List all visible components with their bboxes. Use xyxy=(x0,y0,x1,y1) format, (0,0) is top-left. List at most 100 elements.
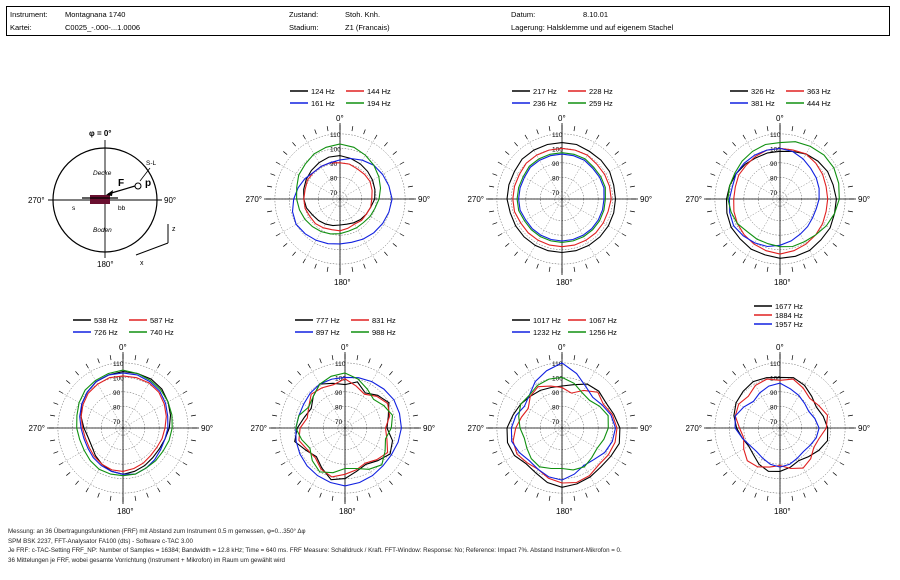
outer-tick xyxy=(626,222,632,225)
outer-tick xyxy=(497,233,503,237)
outer-tick xyxy=(514,371,518,376)
radial-tick-label: 80 xyxy=(770,175,778,182)
legend-label: 144 Hz xyxy=(367,87,391,96)
series-line xyxy=(518,153,605,242)
radial-tick-label: 100 xyxy=(552,375,563,382)
radial-tick-label: 80 xyxy=(113,404,121,411)
series-line xyxy=(506,142,617,254)
grid-spoke xyxy=(64,427,124,463)
outer-tick xyxy=(606,480,610,485)
outer-tick xyxy=(614,472,619,476)
outer-tick xyxy=(803,263,806,269)
outer-tick xyxy=(803,492,806,498)
outer-tick xyxy=(326,126,329,132)
series-line xyxy=(516,152,606,243)
outer-tick xyxy=(307,487,311,493)
series-line xyxy=(512,147,612,248)
outer-tick xyxy=(409,402,415,405)
grid-spoke xyxy=(286,393,346,429)
series-line xyxy=(734,382,820,468)
outer-tick xyxy=(791,355,794,361)
grid-spoke xyxy=(721,393,781,429)
outer-tick xyxy=(351,126,354,132)
outer-tick xyxy=(514,480,518,485)
series-line xyxy=(734,378,829,470)
legend-label: 444 Hz xyxy=(807,99,831,108)
grid-spoke xyxy=(503,198,563,234)
legend-label: 259 Hz xyxy=(589,99,613,108)
outer-tick xyxy=(847,414,853,417)
outer-tick xyxy=(368,492,371,498)
outer-tick xyxy=(134,355,137,361)
grid-spoke xyxy=(561,393,621,429)
outer-tick xyxy=(267,185,273,188)
angle-label: 0° xyxy=(558,114,566,123)
outer-tick xyxy=(182,462,188,466)
outer-tick xyxy=(707,414,713,417)
grid-spoke xyxy=(339,198,399,234)
outer-tick xyxy=(314,129,317,135)
outer-tick xyxy=(384,142,388,147)
radial-tick-label: 90 xyxy=(330,161,338,168)
outer-tick xyxy=(175,380,180,384)
outer-tick xyxy=(629,414,635,417)
outer-tick xyxy=(514,251,518,256)
outer-tick xyxy=(621,462,627,466)
outer-tick xyxy=(732,142,736,147)
legend-label: 194 Hz xyxy=(367,99,391,108)
grid-spoke xyxy=(122,427,158,487)
outer-tick xyxy=(742,487,746,493)
outer-tick xyxy=(742,134,746,140)
radial-tick-label: 100 xyxy=(770,146,781,153)
outer-tick xyxy=(791,266,794,272)
legend-label: 587 Hz xyxy=(150,316,174,325)
outer-tick xyxy=(626,402,632,405)
outer-tick xyxy=(66,380,71,384)
outer-tick xyxy=(379,487,383,493)
radial-tick-label: 70 xyxy=(770,419,778,426)
outer-tick xyxy=(497,161,503,165)
footer-line-4: 36 Mittelungen je FRF, wobei gesamte Vor… xyxy=(8,556,286,564)
legend-label: 124 Hz xyxy=(311,87,335,96)
angle-label: 90° xyxy=(423,424,435,433)
outer-tick xyxy=(331,355,334,361)
outer-tick xyxy=(524,258,528,264)
angle-label: 0° xyxy=(558,343,566,352)
grid-spoke xyxy=(561,427,597,487)
angle-label: 0° xyxy=(336,114,344,123)
outer-tick xyxy=(754,358,757,364)
outer-tick xyxy=(824,251,828,256)
polar-chart-2: 70 80 90 100 110 0° 90° 180° 270° 217 Hz 228 Hz 236… xyxy=(467,87,652,287)
radial-tick-label: 100 xyxy=(335,375,346,382)
outer-tick xyxy=(524,487,528,493)
outer-tick xyxy=(392,243,397,247)
radial-tick-label: 70 xyxy=(552,419,560,426)
header-table: Instrument: Montagnana 1740 Kartei: C002… xyxy=(6,6,890,36)
series-line xyxy=(733,376,829,472)
outer-tick xyxy=(397,380,402,384)
outer-tick xyxy=(167,371,171,376)
grid-spoke xyxy=(64,393,124,429)
legend-label: 988 Hz xyxy=(372,328,396,337)
outer-tick xyxy=(803,129,806,135)
outer-tick xyxy=(629,439,635,442)
radial-tick-label: 90 xyxy=(113,390,121,397)
grid-spoke xyxy=(344,427,404,463)
grid-spoke xyxy=(344,369,380,429)
datum-label: Datum: xyxy=(511,10,536,19)
outer-tick xyxy=(497,390,503,394)
outer-tick xyxy=(326,266,329,272)
outer-tick xyxy=(524,363,528,369)
outer-tick xyxy=(319,358,322,364)
force-label: F xyxy=(118,178,124,189)
outer-tick xyxy=(548,495,551,501)
angle-label: 270° xyxy=(250,424,267,433)
outer-tick xyxy=(297,371,301,376)
angle-label: 0° xyxy=(776,343,784,352)
angle-label: 270° xyxy=(28,424,45,433)
outer-tick xyxy=(585,129,588,135)
series-line xyxy=(303,162,373,232)
outer-tick xyxy=(505,472,510,476)
outer-tick xyxy=(614,243,619,247)
outer-tick xyxy=(814,363,818,369)
